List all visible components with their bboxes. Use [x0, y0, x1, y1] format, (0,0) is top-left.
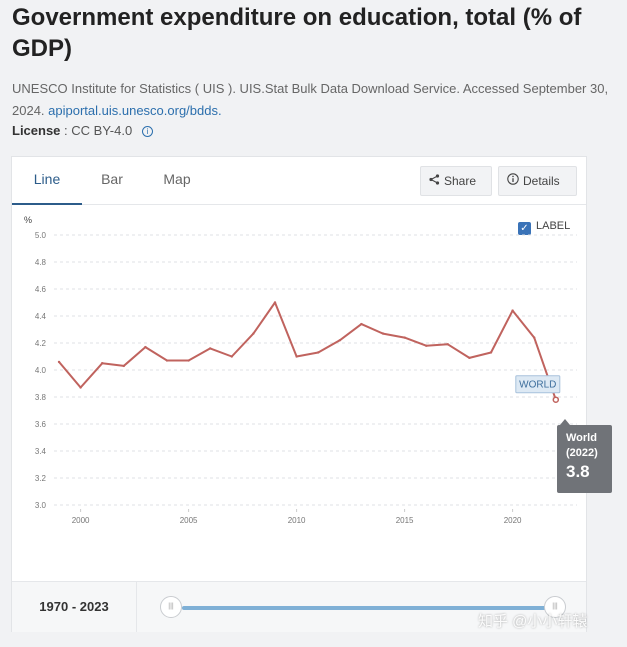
x-tick-label: 2000: [72, 516, 90, 525]
series-label-box: [515, 375, 561, 394]
data-point: [122, 364, 126, 368]
highlighted-point: [552, 396, 560, 403]
tab-line[interactable]: Line: [12, 157, 82, 205]
y-axis-unit: %: [24, 215, 32, 225]
license-value: : CC BY-4.0: [64, 123, 133, 138]
data-point: [425, 344, 428, 347]
y-tick-label: 3.6: [35, 420, 47, 429]
x-tick-label: 2020: [504, 516, 522, 525]
data-point: [295, 355, 298, 358]
tab-map[interactable]: Map: [163, 171, 191, 187]
share-button[interactable]: Share: [420, 166, 492, 196]
range-sep: -: [68, 599, 80, 614]
data-point: [403, 336, 406, 339]
data-point: [446, 343, 449, 346]
y-tick-label: 3.4: [35, 447, 47, 456]
data-point: [209, 347, 212, 350]
y-tick-label: 5.0: [35, 231, 47, 240]
time-range-label: 1970 - 2023: [12, 582, 137, 632]
label-checkbox[interactable]: ✓: [518, 222, 531, 235]
data-point: [360, 322, 363, 326]
data-point: [144, 345, 147, 349]
y-tick-label: 4.6: [35, 285, 47, 294]
y-tick-label: 4.8: [35, 258, 47, 267]
data-point: [187, 359, 190, 362]
details-info-icon: [507, 167, 519, 195]
tab-bar: Line Bar Map Share Details: [12, 157, 586, 205]
data-point: [511, 309, 514, 312]
data-point: [489, 351, 493, 354]
label-toggle[interactable]: ✓ LABEL: [518, 219, 571, 235]
source-citation: UNESCO Institute for Statistics ( UIS ).…: [12, 78, 612, 122]
series-line-world: [58, 301, 557, 401]
y-tick-label: 4.4: [35, 312, 47, 321]
tooltip-name: World: [566, 432, 597, 444]
time-slider-track[interactable]: [182, 606, 558, 610]
license-line: License : CC BY-4.0 i: [12, 123, 153, 138]
info-icon[interactable]: i: [141, 126, 153, 137]
range-end: 2023: [79, 599, 109, 614]
data-point: [79, 386, 82, 389]
tooltip-value: 3.8: [566, 462, 590, 481]
license-label: License: [12, 123, 61, 138]
share-icon: [429, 167, 440, 195]
data-point: [468, 356, 471, 360]
y-tick-label: 4.2: [35, 339, 47, 348]
x-tick-label: 2005: [180, 516, 198, 525]
data-point: [101, 362, 104, 365]
y-tick-label: 3.8: [35, 393, 47, 402]
source-text: UNESCO Institute for Statistics ( UIS ).…: [12, 81, 609, 118]
line-chart: %5.0 4.8 4.6 4.4 4.2 4.0 3.8 3.6 3.4 3.2 3.0 2000 20…: [24, 215, 577, 525]
label-toggle-text: LABEL: [536, 220, 571, 232]
y-tick-label: 3.2: [35, 474, 47, 483]
details-label: Details: [523, 174, 560, 188]
watermark: 知乎 @小小轩辕: [478, 613, 588, 630]
source-link[interactable]: apiportal.uis.unesco.org/bdds.: [48, 103, 222, 118]
x-tick-label: 2015: [396, 516, 414, 525]
slider-handle-end[interactable]: |||: [544, 596, 566, 618]
tooltip-year: (2022): [566, 447, 598, 459]
slider-handle-start[interactable]: |||: [160, 596, 182, 618]
chart-card: Line Bar Map Share Details ✓ LABEL % 5.0 4.…: [11, 156, 612, 632]
time-range-footer: 1970 - 2023 ||| |||: [12, 581, 586, 632]
range-start: 1970: [39, 599, 69, 614]
y-tick-label: 3.0: [35, 501, 47, 510]
data-tooltip: World (2022) 3.8: [557, 419, 612, 493]
data-point: [252, 332, 255, 335]
data-point: [57, 360, 61, 364]
data-point: [381, 332, 385, 335]
data-point: [338, 339, 341, 342]
data-point: [317, 351, 320, 354]
data-point: [165, 359, 169, 362]
details-button[interactable]: Details: [498, 166, 577, 196]
page-title: Government expenditure on education, tot…: [12, 4, 582, 62]
x-tick-label: 2010: [288, 516, 306, 525]
tab-bar-chart[interactable]: Bar: [101, 171, 123, 187]
data-point: [230, 355, 233, 358]
data-point: [273, 301, 277, 304]
y-tick-label: 4.0: [35, 366, 47, 375]
data-point: [533, 336, 536, 339]
series-label: WORLD: [519, 380, 556, 391]
share-label: Share: [444, 174, 477, 188]
